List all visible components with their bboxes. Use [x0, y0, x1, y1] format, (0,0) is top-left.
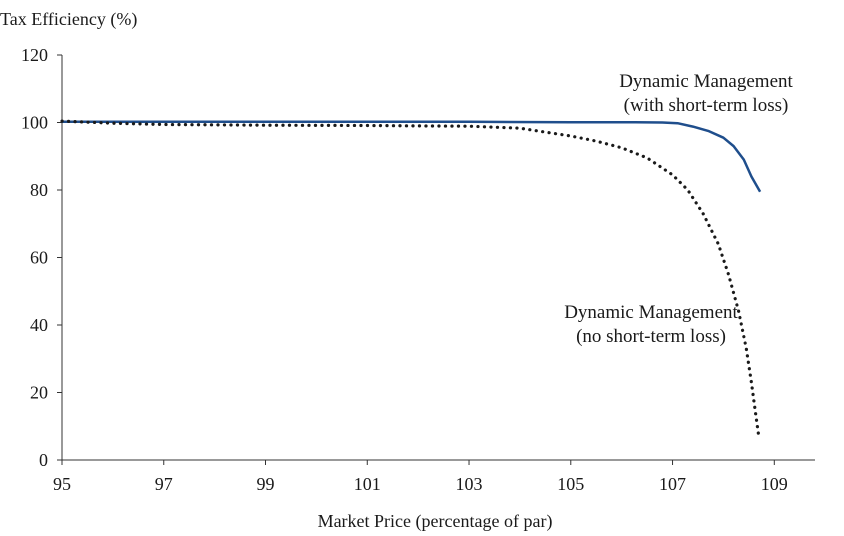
series-line-no-short-term-loss: [60, 119, 761, 440]
annotation-line: (no short-term loss): [576, 326, 726, 347]
series-annotations: Dynamic Management (with short-term loss)…: [564, 71, 793, 347]
annotation-with-short-term-loss: Dynamic Management (with short-term loss): [619, 71, 793, 116]
y-tick-label: 0: [39, 450, 48, 470]
x-tick-label: 101: [354, 474, 381, 494]
x-tick-label: 103: [456, 474, 483, 494]
y-tick-label: 100: [21, 113, 48, 133]
y-axis: 0 20 40 60 80 100 120: [21, 45, 63, 470]
y-tick-label: 40: [30, 315, 48, 335]
y-tick-label: 120: [21, 45, 48, 65]
x-axis-title: Market Price (percentage of par): [318, 511, 553, 532]
y-axis-title: Tax Efficiency (%): [0, 9, 137, 30]
x-axis: 95 97 99 101 103 105 107 109: [53, 459, 815, 494]
annotation-line: (with short-term loss): [624, 95, 789, 116]
x-tick-label: 99: [257, 474, 275, 494]
annotation-no-short-term-loss: Dynamic Management (no short-term loss): [564, 302, 738, 347]
annotation-line: Dynamic Management: [564, 302, 738, 323]
x-tick-label: 107: [659, 474, 686, 494]
x-tick-label: 95: [53, 474, 71, 494]
series-line-with-short-term-loss: [62, 120, 762, 193]
y-tick-label: 20: [30, 383, 48, 403]
annotation-line: Dynamic Management: [619, 71, 793, 92]
x-tick-label: 109: [761, 474, 788, 494]
x-tick-label: 105: [557, 474, 584, 494]
x-tick-label: 97: [155, 474, 173, 494]
y-tick-label: 80: [30, 180, 48, 200]
series-layer: [60, 119, 762, 440]
y-tick-label: 60: [30, 248, 48, 268]
